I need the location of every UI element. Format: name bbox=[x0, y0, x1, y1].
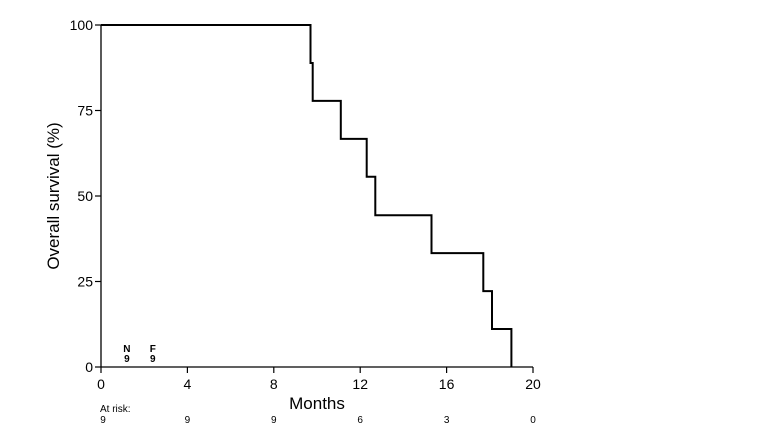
at-risk-count: 9 bbox=[100, 415, 106, 426]
x-tick-label: 4 bbox=[184, 376, 192, 392]
survival-curve-line bbox=[101, 24, 513, 367]
x-tick-label: 16 bbox=[439, 376, 455, 392]
at-risk-count: 3 bbox=[444, 415, 450, 426]
survival-curve-group bbox=[101, 24, 513, 367]
axes: 0 25 50 75 100 0 4 8 12 16 20 bbox=[70, 17, 541, 392]
y-axis-label: Overall survival (%) bbox=[44, 122, 63, 269]
y-tick-label: 75 bbox=[77, 103, 93, 119]
at-risk-count: 6 bbox=[357, 415, 363, 426]
annotation-label: 9 bbox=[124, 354, 130, 365]
annotation-label: 9 bbox=[150, 354, 156, 365]
y-tick-label: 100 bbox=[70, 17, 94, 33]
y-tick-label: 25 bbox=[77, 274, 93, 290]
x-tick-label: 20 bbox=[525, 376, 541, 392]
at-risk-label: At risk: bbox=[100, 404, 131, 415]
x-axis-label: Months bbox=[289, 394, 345, 413]
at-risk-table: 9 9 9 6 3 0 bbox=[100, 415, 536, 426]
at-risk-count: 0 bbox=[530, 415, 536, 426]
at-risk-count: 9 bbox=[271, 415, 277, 426]
x-tick-label: 0 bbox=[97, 376, 105, 392]
y-tick-label: 0 bbox=[85, 359, 93, 375]
x-tick-label: 8 bbox=[270, 376, 278, 392]
y-tick-label: 50 bbox=[77, 188, 93, 204]
at-risk-count: 9 bbox=[185, 415, 191, 426]
annotation-label: F bbox=[150, 344, 156, 355]
x-tick-label: 12 bbox=[352, 376, 368, 392]
annotation-label: N bbox=[123, 344, 130, 355]
